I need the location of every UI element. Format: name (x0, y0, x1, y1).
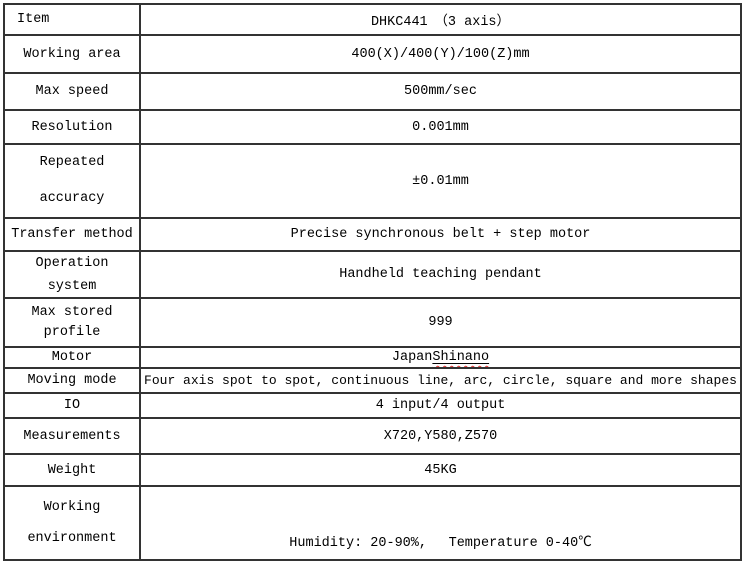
spec-value-operation-system: Handheld teaching pendant (339, 267, 542, 282)
spec-row-repeated-accuracy: Repeated accuracy ±0.01mm (5, 145, 740, 219)
spec-value-resolution: 0.001mm (412, 119, 469, 135)
spec-value-measurements: X720,Y580,Z570 (383, 428, 498, 444)
spec-label-measurements: Measurements (5, 419, 141, 453)
spec-label-repeated-accuracy: Repeated accuracy (5, 145, 141, 217)
spec-value-working-environment: Humidity: 20-90%, Temperature 0-40℃ (289, 536, 592, 551)
motor-value-prefix: Japan (391, 350, 433, 365)
spec-value-io: 4 input/4 output (375, 398, 506, 413)
spec-label-item: Item (5, 5, 141, 34)
spec-label-working-environment: Working environment (5, 487, 141, 559)
spec-row-weight: Weight 45KG (5, 455, 740, 487)
spec-value-transfer-method: Precise synchronous belt + step motor (290, 227, 591, 242)
spec-label-transfer-method: Transfer method (5, 219, 141, 250)
spec-row-working-area: Working area 400(X)/400(Y)/100(Z)mm (5, 36, 740, 74)
spec-row-transfer-method: Transfer method Precise synchronous belt… (5, 219, 740, 252)
spec-row-resolution: Resolution 0.001mm (5, 111, 740, 145)
motor-value-underline: Shinano (432, 350, 489, 365)
spec-row-motor: Motor Japan Shinano (5, 348, 740, 369)
spec-row-working-environment: Working environment Humidity: 20-90%, Te… (5, 487, 740, 559)
spec-label-resolution: Resolution (5, 111, 141, 143)
spec-label-weight: Weight (5, 455, 141, 485)
spec-table: Item DHKC441 （3 axis） Working area 400(X… (3, 3, 742, 561)
spec-label-max-stored-profile: Max stored profile (5, 299, 141, 346)
spec-row-operation-system: Operation system Handheld teaching penda… (5, 252, 740, 299)
spec-label-operation-system: Operation system (5, 252, 141, 297)
spec-value-item: DHKC441 （3 axis） (370, 15, 511, 30)
motor-value-spellcheck: Shinano (432, 350, 490, 365)
spec-value-repeated-accuracy: ±0.01mm (412, 173, 469, 189)
spec-label-motor: Motor (5, 348, 141, 367)
spec-label-max-speed: Max speed (5, 74, 141, 109)
spec-row-moving-mode: Moving mode Four axis spot to spot, cont… (5, 369, 740, 394)
spec-value-motor: Japan Shinano (141, 348, 740, 367)
spec-row-item: Item DHKC441 （3 axis） (5, 5, 740, 36)
spec-label-moving-mode: Moving mode (5, 369, 141, 392)
spec-value-max-speed: 500mm/sec (404, 84, 477, 99)
spec-row-measurements: Measurements X720,Y580,Z570 (5, 419, 740, 455)
spec-row-io: IO 4 input/4 output (5, 394, 740, 419)
spec-value-max-stored-profile: 999 (428, 315, 453, 330)
spec-value-moving-mode: Four axis spot to spot, continuous line,… (144, 373, 737, 388)
spec-value-weight: 45KG (424, 462, 457, 478)
spec-row-max-speed: Max speed 500mm/sec (5, 74, 740, 111)
spec-label-io: IO (5, 394, 141, 417)
spec-value-working-area: 400(X)/400(Y)/100(Z)mm (351, 46, 530, 62)
spec-row-max-stored-profile: Max stored profile 999 (5, 299, 740, 348)
spec-label-working-area: Working area (5, 36, 141, 72)
